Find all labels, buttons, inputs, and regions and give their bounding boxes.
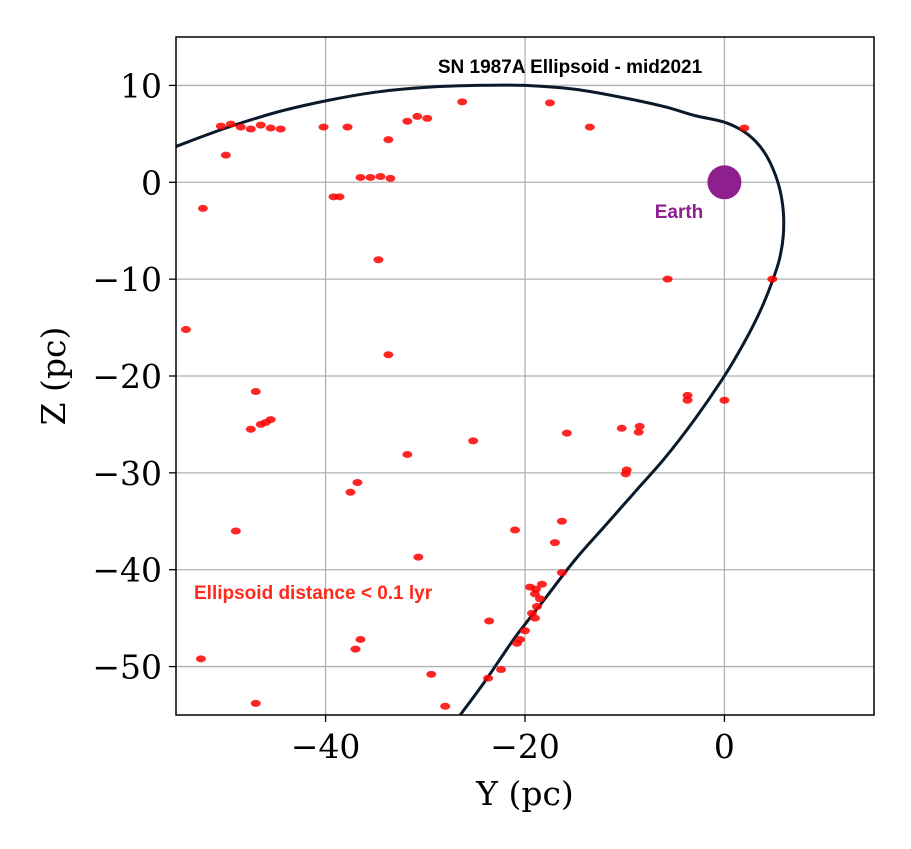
y-axis-label: Z (pc) xyxy=(34,327,73,426)
star-point xyxy=(682,391,693,399)
star-point xyxy=(345,488,356,496)
star-point xyxy=(197,204,208,212)
star-point xyxy=(328,193,339,201)
star-point xyxy=(385,174,396,182)
star-point xyxy=(584,123,595,131)
star-point xyxy=(534,595,545,603)
star-point xyxy=(496,665,507,673)
star-point xyxy=(260,418,271,426)
star-point xyxy=(556,517,567,525)
star-point xyxy=(413,553,424,561)
distance-note: Ellipsoid distance < 0.1 lyr xyxy=(194,583,433,604)
x-tick-label: −40 xyxy=(291,727,361,766)
star-point xyxy=(422,114,433,122)
star-point xyxy=(342,123,353,131)
star-point xyxy=(250,699,261,707)
star-point xyxy=(250,387,261,395)
y-tick-label: −20 xyxy=(92,357,162,396)
star-point xyxy=(426,670,437,678)
star-point xyxy=(275,125,286,133)
star-point xyxy=(402,117,413,125)
grid xyxy=(176,37,874,715)
star-point xyxy=(483,674,494,682)
y-tick-label: −30 xyxy=(92,454,162,493)
star-point xyxy=(230,527,241,535)
star-point xyxy=(529,614,540,622)
star-point xyxy=(225,120,236,128)
star-point xyxy=(355,635,366,643)
y-tick-label: −10 xyxy=(92,260,162,299)
star-point xyxy=(739,124,750,132)
star-point xyxy=(662,275,673,283)
star-point xyxy=(531,603,542,611)
y-tick-label: 10 xyxy=(120,66,162,105)
star-point xyxy=(373,256,384,264)
star-point xyxy=(556,569,567,577)
star-point xyxy=(561,429,572,437)
star-point xyxy=(245,125,256,133)
star-point xyxy=(512,639,523,647)
star-point xyxy=(549,539,560,547)
star-point xyxy=(412,112,423,120)
star-point xyxy=(235,123,246,131)
star-point xyxy=(468,437,479,445)
ellipsoid-curve xyxy=(176,83,786,715)
star-point xyxy=(383,351,394,359)
star-point xyxy=(616,424,627,432)
star-point xyxy=(457,98,468,106)
star-points xyxy=(180,98,778,710)
x-tick-label: −20 xyxy=(490,727,560,766)
y-tick-label: 0 xyxy=(141,163,162,202)
star-point xyxy=(255,121,266,129)
x-axis-label: Y (pc) xyxy=(475,774,574,813)
star-point xyxy=(245,425,256,433)
star-point xyxy=(767,275,778,283)
star-point xyxy=(510,526,521,534)
star-point xyxy=(484,617,495,625)
earth-label: Earth xyxy=(655,202,704,223)
star-point xyxy=(536,580,547,588)
star-point xyxy=(180,326,191,334)
star-point xyxy=(682,396,693,404)
star-point xyxy=(620,470,631,478)
x-tick-label: 0 xyxy=(714,727,735,766)
star-point xyxy=(634,422,645,430)
star-point xyxy=(195,655,206,663)
star-point xyxy=(375,172,386,180)
star-point xyxy=(365,173,376,181)
axis-ticks: −40 −20 0 10 0 −10 −20 −30 −40 −50 xyxy=(92,66,735,766)
star-point xyxy=(215,122,226,130)
star-point xyxy=(530,585,541,593)
chart-title: SN 1987A Ellipsoid - mid2021 xyxy=(438,57,703,78)
star-point xyxy=(520,627,530,635)
star-point xyxy=(350,645,361,653)
star-point xyxy=(220,151,231,159)
star-point xyxy=(265,124,276,132)
y-tick-label: −50 xyxy=(92,648,162,687)
y-tick-label: −40 xyxy=(92,551,162,590)
star-point xyxy=(440,702,451,710)
star-point xyxy=(352,479,363,487)
star-point xyxy=(383,136,394,144)
earth-marker xyxy=(707,165,742,200)
star-point xyxy=(719,396,730,404)
star-point xyxy=(402,450,413,458)
star-point xyxy=(318,123,329,131)
star-point xyxy=(633,428,644,436)
star-point xyxy=(544,99,555,107)
star-point xyxy=(355,173,366,181)
